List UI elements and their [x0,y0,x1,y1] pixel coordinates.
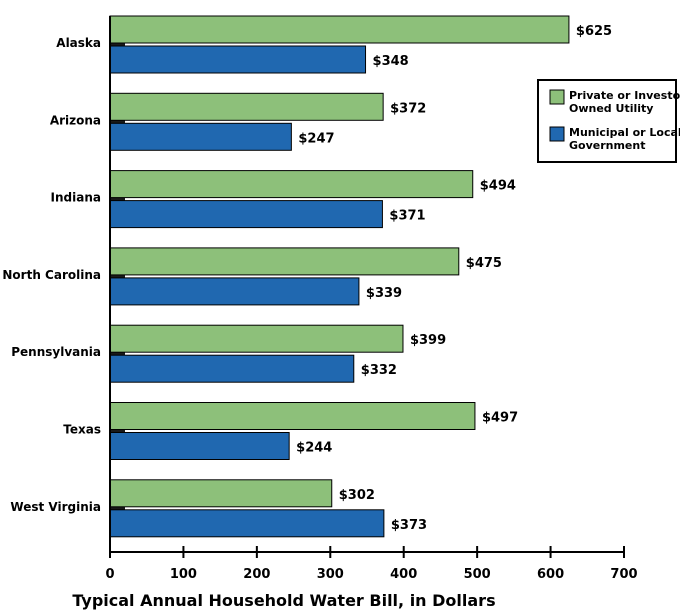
x-tick-label-100: 100 [170,567,197,582]
value-label-municipal-pennsylvania: $332 [361,363,397,378]
legend-label-municipal-line1: Municipal or Local [569,126,680,139]
y-tick-alaska [110,43,125,47]
x-tick-label-300: 300 [317,567,344,582]
value-label-municipal-north-carolina: $339 [366,286,402,301]
category-label-arizona: Arizona [50,113,101,127]
value-label-municipal-west-virginia: $373 [391,518,427,533]
legend-swatch-municipal [549,126,565,142]
value-label-private-north-carolina: $475 [466,256,502,271]
bar-private-alaska [109,15,570,44]
bar-private-texas [109,402,476,430]
x-tick-labels: 0 100 200 300 400 500 600 700 [105,546,638,582]
bar-municipal-texas [109,432,290,460]
category-label-pennsylvania: Pennsylvania [11,345,101,359]
x-tick-label-700: 700 [610,567,637,582]
bar-municipal-arizona [109,122,292,151]
category-label-north-carolina: North Carolina [2,268,101,282]
x-tick-label-0: 0 [105,567,114,582]
y-tick-arizona [110,120,125,125]
bar-private-indiana [109,170,474,199]
value-label-private-arizona: $372 [390,101,426,116]
bar-municipal-pennsylvania [109,354,355,383]
bar-private-pennsylvania [109,324,404,353]
legend-swatch-private [549,89,565,105]
x-tick-label-400: 400 [390,567,417,582]
bar-municipal-alaska [109,45,367,74]
y-tick-texas [110,429,125,434]
y-tick-west-virginia [110,506,125,511]
bar-private-north-carolina [109,247,460,276]
value-label-municipal-alaska: $348 [373,54,409,69]
x-axis-title: Typical Annual Household Water Bill, in … [72,591,495,610]
bar-private-west-virginia [109,479,333,508]
category-label-indiana: Indiana [51,191,101,205]
legend-label-private-line2: Owned Utility [569,102,653,115]
value-label-municipal-arizona: $247 [298,131,334,146]
category-label-alaska: Alaska [56,36,101,50]
x-tick-label-500: 500 [464,567,491,582]
bar-municipal-indiana [109,200,383,229]
bar-municipal-west-virginia [109,509,385,538]
bar-municipal-north-carolina [109,277,360,306]
y-tick-north-carolina [110,274,125,279]
value-label-private-west-virginia: $302 [339,488,375,503]
value-label-private-texas: $497 [482,411,518,426]
value-label-private-pennsylvania: $399 [410,333,446,348]
legend-label-private-line1: Private or Investor [569,89,680,102]
category-labels: Alaska Arizona Indiana North Carolina Pennsy… [2,36,101,514]
category-label-west-virginia: West Virginia [10,500,101,514]
bar-private-arizona [109,92,384,121]
x-tick-label-200: 200 [243,567,270,582]
value-label-private-indiana: $494 [480,179,516,194]
legend-label-municipal-line2: Government [569,139,645,152]
y-tick-pennsylvania [110,352,125,357]
y-tick-indiana [110,197,125,202]
value-label-municipal-indiana: $371 [389,209,425,224]
x-tick-label-600: 600 [537,567,564,582]
value-label-private-alaska: $625 [576,24,612,39]
x-axis [109,16,624,553]
legend: Private or Investor Owned Utility Munici… [537,79,680,163]
bars-layer: $625 $348 $372 $247 $494 $371 $475 $339 $399 $332… [109,15,612,538]
category-label-texas: Texas [63,423,101,437]
value-label-municipal-texas: $244 [296,441,332,456]
